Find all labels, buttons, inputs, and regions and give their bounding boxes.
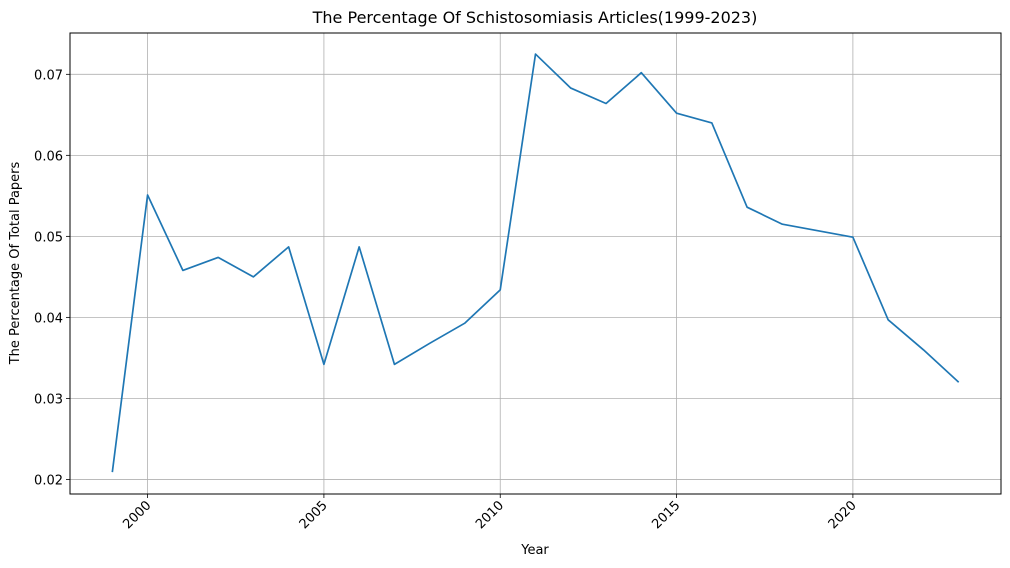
x-tick-label: 2015 <box>649 498 683 532</box>
y-tick-label: 0.02 <box>34 473 63 488</box>
series-line <box>111 53 960 473</box>
x-tick-label: 2005 <box>297 498 331 532</box>
plot-frame <box>69 32 1002 495</box>
chart-title: The Percentage Of Schistosomiasis Articl… <box>312 8 758 27</box>
y-axis: 0.02 0.03 0.04 0.05 0.06 0.07 <box>34 68 70 488</box>
y-tick-label: 0.03 <box>34 392 63 407</box>
x-tick-label: 2010 <box>473 498 507 532</box>
x-tick-label: 2020 <box>826 498 860 532</box>
y-tick-label: 0.06 <box>34 149 63 164</box>
y-axis-label: The Percentage Of Total Papers <box>8 161 23 365</box>
grid <box>70 33 1001 494</box>
x-axis-label: Year <box>520 543 549 558</box>
x-axis: 2000 2005 2010 2015 2020 <box>120 494 860 532</box>
y-tick-label: 0.04 <box>34 311 63 326</box>
x-tick-label: 2000 <box>120 498 154 532</box>
y-tick-label: 0.05 <box>34 230 63 245</box>
y-tick-label: 0.07 <box>34 68 63 83</box>
